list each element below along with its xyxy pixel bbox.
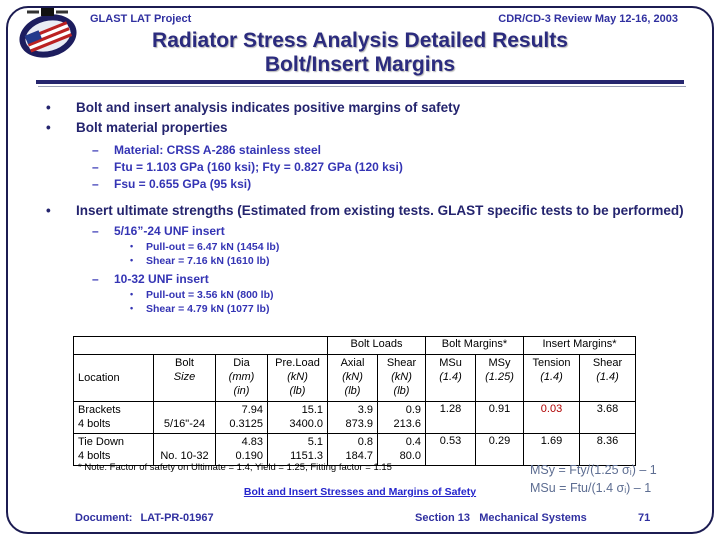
cell-location: Tie Down 4 bolts <box>73 433 154 466</box>
stresses-margins-link[interactable]: Bolt and Insert Stresses and Margins of … <box>243 486 477 498</box>
col-header-msu: MSu (1.4) <box>425 354 476 402</box>
bullet-text: Pull-out = 6.47 kN (1454 lb) <box>146 240 280 253</box>
cell-bolt-size: No. 10-32 <box>153 433 216 466</box>
col-header-shear-margin: Shear (1.4) <box>579 354 636 402</box>
bullet-text: Ftu = 1.103 GPa (160 ksi); Fty = 0.827 G… <box>114 160 403 175</box>
bullet-icon <box>130 289 146 303</box>
col-header-shear-load: Shear (kN) (lb) <box>377 354 426 402</box>
bullet-item: Ftu = 1.103 GPa (160 ksi); Fty = 0.827 G… <box>92 160 684 176</box>
bullet-item: Insert ultimate strengths (Estimated fro… <box>40 202 684 220</box>
satellite-silhouette <box>27 8 68 16</box>
cell-axial: 3.9 873.9 <box>327 401 378 434</box>
document-number: Document: LAT-PR-01967 <box>75 512 214 524</box>
title-divider <box>36 80 684 84</box>
bullet-text: Bolt material properties <box>76 120 228 136</box>
bullet-list: Bolt and insert analysis indicates posit… <box>40 99 684 316</box>
margin-formulas: MSy = Fty/(1.25 σᵢ) – 1 MSu = Ftu/(1.4 σ… <box>530 461 657 497</box>
group-header-bolt-margins: Bolt Margins* <box>425 336 524 355</box>
bullet-icon <box>130 303 146 317</box>
slide-title-line1: Radiator Stress Analysis Detailed Result… <box>152 29 568 52</box>
bullet-item: Bolt material properties <box>40 119 684 137</box>
table-group-header-row: Bolt Loads Bolt Margins* Insert Margins* <box>73 336 636 355</box>
bullet-icon <box>40 119 76 137</box>
project-label: GLAST LAT Project <box>90 13 192 25</box>
bullet-item: Material: CRSS A-286 stainless steel <box>92 143 684 159</box>
bullet-text: Shear = 4.79 kN (1077 lb) <box>146 302 270 315</box>
cell-msy: 0.91 <box>475 401 524 434</box>
table-row-tie-down: Tie Down 4 bolts No. 10-32 4.83 0.190 5.1 1… <box>73 433 636 466</box>
cell-tension-alert: 0.03 <box>523 401 580 434</box>
document-value: LAT-PR-01967 <box>140 512 214 524</box>
dash-icon <box>92 160 114 176</box>
col-header-preload: Pre.Load (kN) (lb) <box>267 354 328 402</box>
bullet-text: 10-32 UNF insert <box>114 272 209 287</box>
dash-icon <box>92 272 114 288</box>
cell-preload: 5.1 1151.3 <box>267 433 328 466</box>
document-label: Document: <box>75 512 133 524</box>
bullet-text: Pull-out = 3.56 kN (800 lb) <box>146 289 274 302</box>
formula-msy: MSy = Fty/(1.25 σᵢ) – 1 <box>530 463 657 477</box>
col-header-msy: MSy (1.25) <box>475 354 524 402</box>
cell-dia: 7.94 0.3125 <box>215 401 268 434</box>
table-row-brackets: Brackets 4 bolts 5/16"-24 7.94 0.3125 15.1… <box>73 401 636 434</box>
title-divider-shadow <box>38 86 686 87</box>
bullet-item: Fsu = 0.655 GPa (95 ksi) <box>92 177 684 193</box>
review-date-label: CDR/CD-3 Review May 12-16, 2003 <box>498 13 678 25</box>
cell-msu: 1.28 <box>425 401 476 434</box>
col-header-location: Location <box>73 354 154 402</box>
cell-msu: 0.53 <box>425 433 476 466</box>
group-header-bolt-loads: Bolt Loads <box>327 336 426 355</box>
bullet-text: Fsu = 0.655 GPa (95 ksi) <box>114 177 252 192</box>
group-header-spacer <box>73 336 328 355</box>
cell-msy: 0.29 <box>475 433 524 466</box>
cell-location: Brackets 4 bolts <box>73 401 154 434</box>
slide-title-line2: Bolt/Insert Margins <box>264 53 456 77</box>
group-header-insert-margins: Insert Margins* <box>523 336 636 355</box>
col-header-bolt-size: Bolt Size <box>153 354 216 402</box>
bullet-item: Shear = 4.79 kN (1077 lb) <box>130 303 684 317</box>
cell-shear-margin: 8.36 <box>579 433 636 466</box>
dash-icon <box>92 224 114 240</box>
bullet-item: Pull-out = 6.47 kN (1454 lb) <box>130 241 684 255</box>
bullet-text: Material: CRSS A-286 stainless steel <box>114 143 321 158</box>
bolt-margins-table: Bolt Loads Bolt Margins* Insert Margins*… <box>73 336 636 466</box>
cell-preload: 15.1 3400.0 <box>267 401 328 434</box>
cell-shear-load: 0.9 213.6 <box>377 401 426 434</box>
bullet-icon <box>130 255 146 269</box>
col-header-dia: Dia (mm) (in) <box>215 354 268 402</box>
table-header-row: Location Bolt Size Dia (mm) (in) Pre.Load (k… <box>73 354 636 402</box>
cell-shear-margin: 3.68 <box>579 401 636 434</box>
bullet-icon <box>130 241 146 255</box>
bullet-text: Insert ultimate strengths (Estimated fro… <box>76 202 684 218</box>
slide-title: Radiator Stress Analysis Detailed Result… <box>0 29 720 77</box>
bullet-item: 5/16”-24 UNF insert <box>92 224 684 240</box>
bullet-item: Bolt and insert analysis indicates posit… <box>40 99 684 117</box>
col-header-tension: Tension (1.4) <box>523 354 580 402</box>
bolt-margins-table-wrap: Bolt Loads Bolt Margins* Insert Margins*… <box>73 336 636 466</box>
bullet-item: 10-32 UNF insert <box>92 272 684 288</box>
bullet-item: Pull-out = 3.56 kN (800 lb) <box>130 289 684 303</box>
col-header-axial: Axial (kN) (lb) <box>327 354 378 402</box>
table-footnote: * Note: Factor of safety on Ultimate = 1… <box>78 462 392 473</box>
bullet-text: Bolt and insert analysis indicates posit… <box>76 100 461 115</box>
formula-msu: MSu = Ftu/(1.4 σᵢ) – 1 <box>530 481 652 496</box>
cell-shear-load: 0.4 80.0 <box>377 433 426 466</box>
bullet-item: Shear = 7.16 kN (1610 lb) <box>130 255 684 269</box>
page-number: 71 <box>638 512 651 524</box>
cell-dia: 4.83 0.190 <box>215 433 268 466</box>
bullet-text: Shear = 7.16 kN (1610 lb) <box>146 254 270 267</box>
cell-tension: 1.69 <box>523 433 580 466</box>
bullet-text: 5/16”-24 UNF insert <box>114 224 225 239</box>
cell-axial: 0.8 184.7 <box>327 433 378 466</box>
bullet-icon <box>40 202 76 220</box>
bullet-icon <box>40 99 76 117</box>
dash-icon <box>92 143 114 159</box>
dash-icon <box>92 177 114 193</box>
glast-logo-icon <box>19 8 77 58</box>
cell-bolt-size: 5/16"-24 <box>153 401 216 434</box>
section-label: Section 13 Mechanical Systems <box>415 512 587 524</box>
